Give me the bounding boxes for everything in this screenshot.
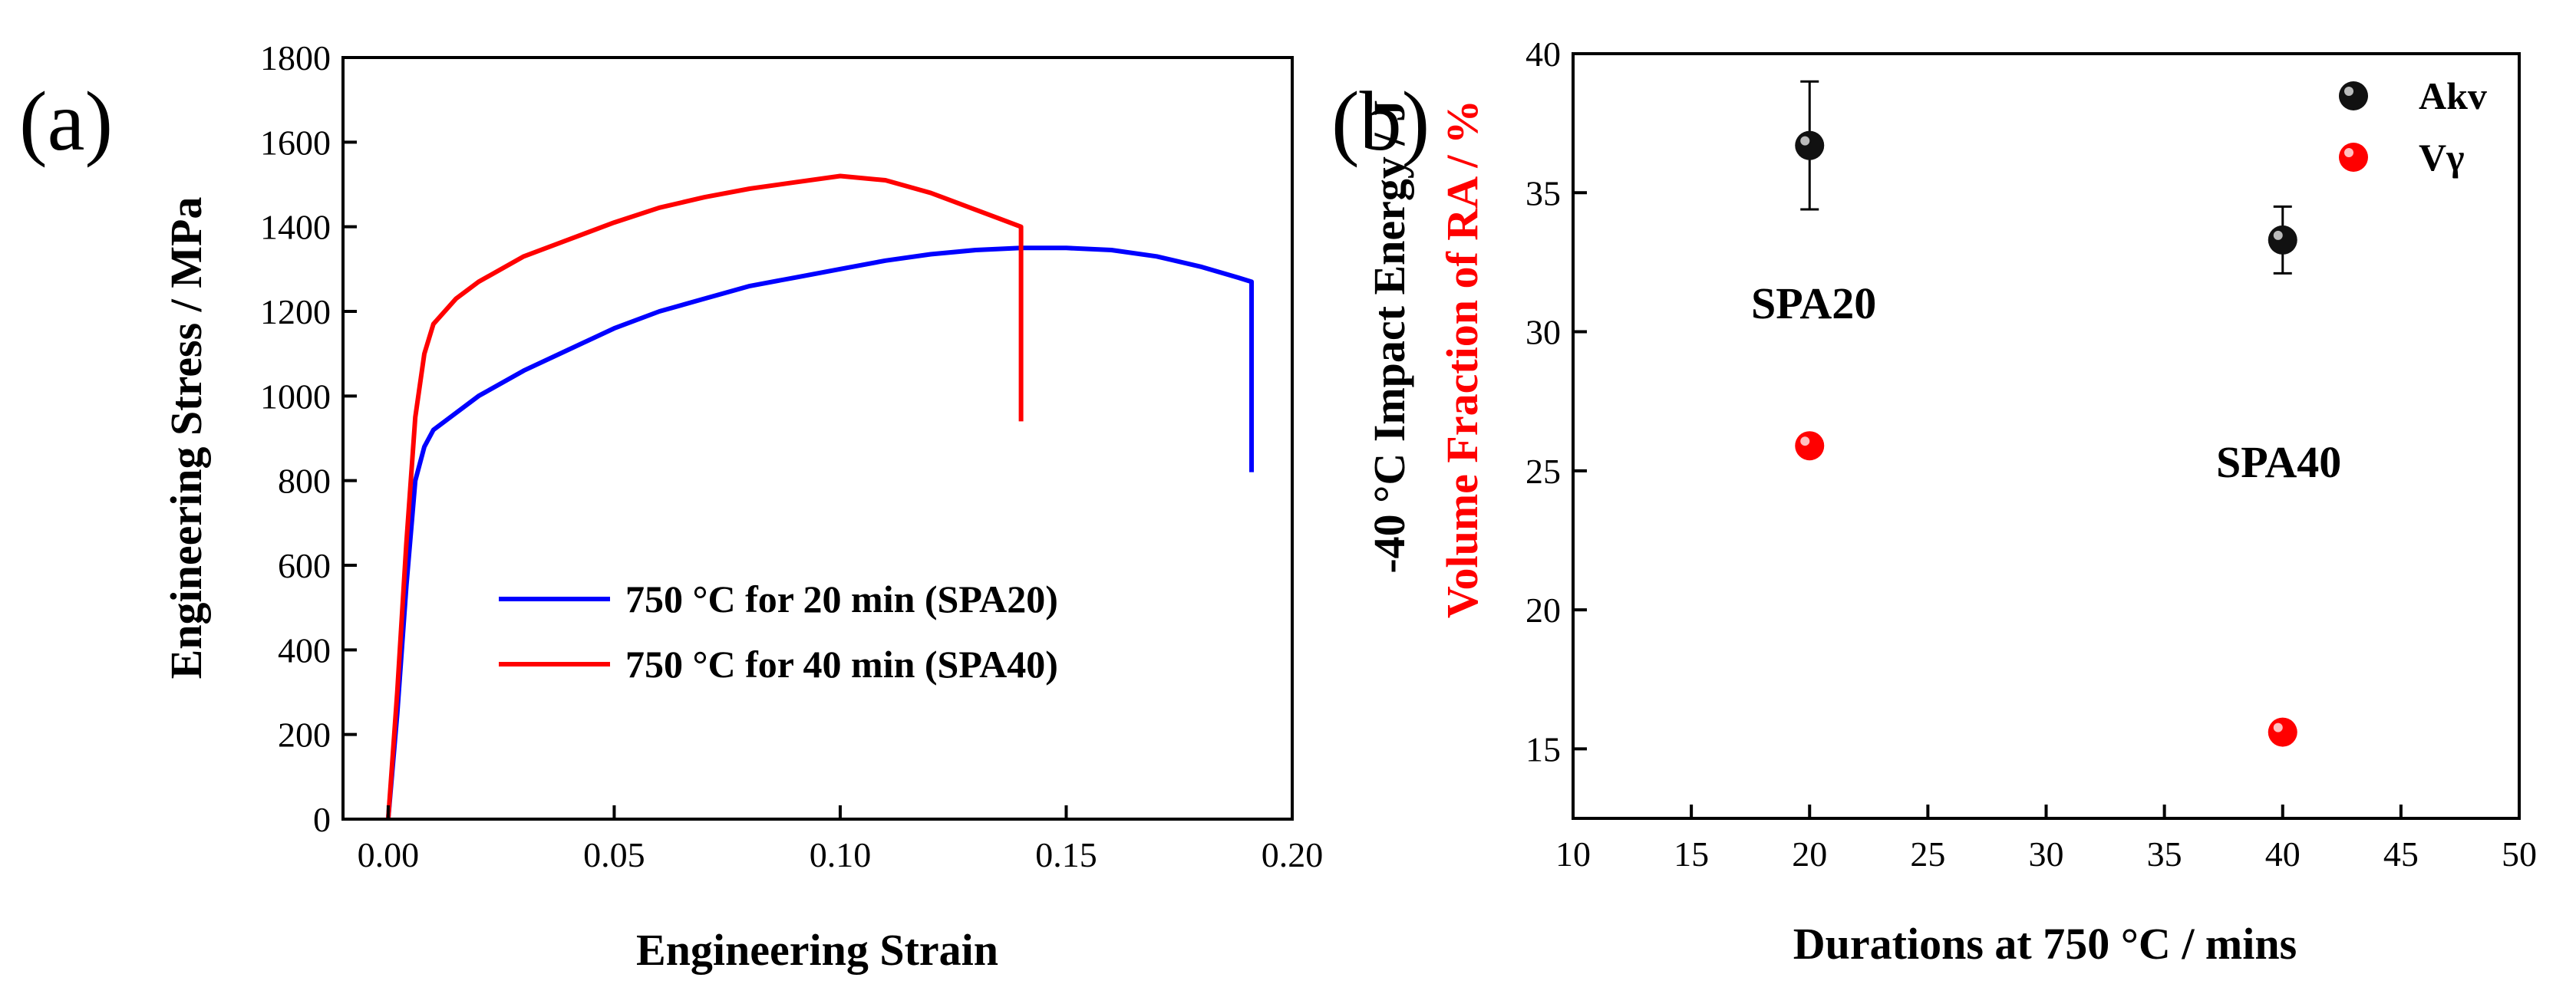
panel-a-ticks: 0.00 0.05 0.10 0.15 0.20 0 200 400 600 800 1000 120… bbox=[260, 38, 1323, 874]
vgamma-point bbox=[1795, 431, 1825, 461]
legend-label-spa20: 750 °C for 20 min (SPA20) bbox=[625, 578, 1058, 620]
panel-a-chart: (a) 0.00 0.05 0.10 0.15 0.20 0 200 400 600 800 100… bbox=[19, 38, 1323, 975]
panel-a-y-tick-label: 800 bbox=[278, 462, 331, 501]
panel-b-x-tick-label: 15 bbox=[1674, 834, 1709, 874]
panel-b-x-tick-label: 25 bbox=[1910, 834, 1945, 874]
series-line-spa40 bbox=[385, 173, 1024, 820]
legend-marker-vgamma bbox=[2339, 143, 2368, 172]
panel-b-y-tick-label: 20 bbox=[1525, 591, 1561, 630]
akv-point-highlight bbox=[2273, 230, 2283, 240]
panel-a-y-tick-label: 1800 bbox=[260, 38, 331, 77]
panel-b-y-axis-label-impact: -40 °C Impact Energy / J bbox=[1364, 100, 1414, 574]
legend-label-vgamma: Vγ bbox=[2419, 136, 2465, 179]
panel-b-x-tick-label: 35 bbox=[2147, 834, 2182, 874]
panel-b-ticks: 10 15 20 25 30 35 40 45 50 15 20 25 30 35 40 bbox=[1525, 35, 2537, 874]
legend-label-spa40: 750 °C for 40 min (SPA40) bbox=[625, 643, 1058, 686]
panel-b-marks bbox=[1795, 80, 2297, 747]
panel-a-x-tick-label: 0.00 bbox=[358, 835, 420, 874]
panel-b-label: (b) bbox=[1331, 74, 1430, 168]
panel-b-x-tick-label: 50 bbox=[2502, 834, 2537, 874]
panel-b-y-tick-label: 15 bbox=[1525, 729, 1561, 769]
vgamma-point bbox=[2268, 717, 2297, 747]
panel-b-plot-frame bbox=[1572, 52, 2521, 820]
panel-a-x-tick-label: 0.20 bbox=[1262, 835, 1324, 874]
panel-a-marks bbox=[385, 173, 1254, 820]
panel-b-y-tick-label: 25 bbox=[1525, 452, 1561, 491]
panel-a-y-tick-label: 1000 bbox=[260, 377, 331, 416]
panel-b-chart: (b) 10 15 20 25 30 35 40 45 50 15 20 25 30 35 40 SPA20… bbox=[1331, 35, 2537, 969]
panel-a-legend: 750 °C for 20 min (SPA20) 750 °C for 40 … bbox=[499, 578, 1058, 686]
legend-marker-akv bbox=[2339, 81, 2368, 110]
panel-a-y-tick-label: 1600 bbox=[260, 123, 331, 162]
panel-a-y-tick-label: 1400 bbox=[260, 208, 331, 247]
annotation-spa20: SPA20 bbox=[1751, 278, 1876, 328]
panel-b-y-tick-label: 40 bbox=[1525, 35, 1561, 74]
panel-b-x-tick-label: 40 bbox=[2265, 834, 2301, 874]
panel-a-plot-frame bbox=[341, 56, 1294, 821]
panel-a-y-tick-label: 400 bbox=[278, 630, 331, 670]
akv-point bbox=[2268, 225, 2297, 255]
panel-a-y-tick-label: 600 bbox=[278, 546, 331, 585]
panel-b-x-tick-label: 20 bbox=[1792, 834, 1827, 874]
panel-a-x-tick-label: 0.15 bbox=[1035, 835, 1097, 874]
panel-a-y-tick-label: 1200 bbox=[260, 292, 331, 331]
legend-label-akv: Akv bbox=[2419, 74, 2487, 117]
akv-point bbox=[1795, 130, 1825, 160]
annotation-spa40: SPA40 bbox=[2216, 437, 2341, 487]
akv-point-highlight bbox=[1800, 136, 1810, 146]
panel-a-y-axis-label: Engineering Stress / MPa bbox=[161, 197, 211, 680]
legend-marker-akv-highlight bbox=[2344, 87, 2353, 96]
panel-b-x-tick-label: 30 bbox=[2029, 834, 2064, 874]
panel-b-legend: Akv Vγ bbox=[2339, 74, 2487, 179]
panel-a-x-tick-label: 0.05 bbox=[583, 835, 645, 874]
panel-b-y-tick-label: 35 bbox=[1525, 173, 1561, 212]
panel-a-x-axis-label: Engineering Strain bbox=[636, 925, 998, 975]
legend-marker-vgamma-highlight bbox=[2344, 148, 2353, 157]
panel-b-x-axis-label: Durations at 750 °C / mins bbox=[1793, 919, 2297, 969]
panel-a-x-tick-label: 0.10 bbox=[810, 835, 872, 874]
panel-b-x-tick-label: 10 bbox=[1555, 834, 1591, 874]
panel-b-y-tick-label: 30 bbox=[1525, 313, 1561, 352]
panel-a-label: (a) bbox=[19, 74, 113, 168]
series-line-spa20 bbox=[385, 245, 1254, 820]
panel-b-x-tick-label: 45 bbox=[2383, 834, 2419, 874]
panel-a-y-tick-label: 200 bbox=[278, 716, 331, 755]
vgamma-point-highlight bbox=[1800, 436, 1810, 446]
panel-a-y-tick-label: 0 bbox=[313, 800, 331, 839]
panel-b-y-axis-label-ra: Volume Fraction of RA / % bbox=[1437, 100, 1487, 618]
vgamma-point-highlight bbox=[2273, 722, 2283, 732]
